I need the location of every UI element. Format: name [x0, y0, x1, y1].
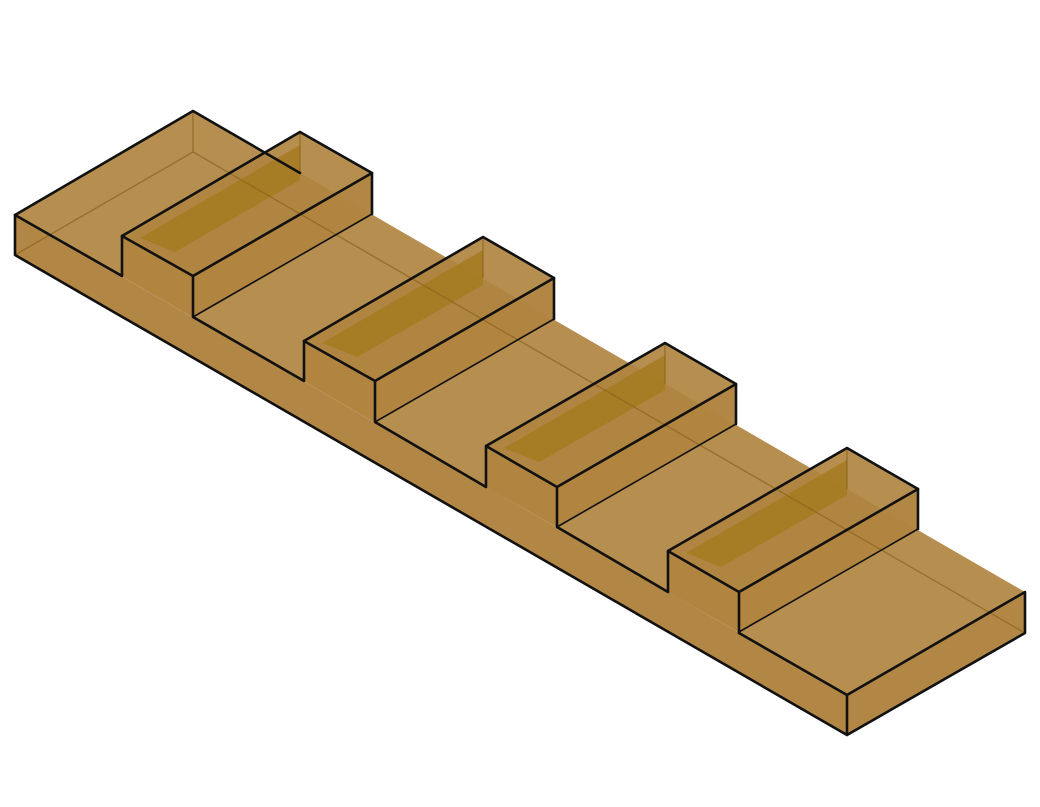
base-front-face: [15, 215, 847, 735]
ridge-groove-strip: [140, 145, 300, 252]
hidden-edges: [14, 111, 1026, 634]
visible-edges: [13, 109, 1027, 737]
base-end-face: [847, 592, 1025, 735]
ridge-2: [304, 237, 554, 422]
ridge-end-face: [304, 341, 375, 422]
ridge-groove-strip: [686, 460, 847, 567]
ridge-3: [486, 343, 736, 527]
ridge-groove-strip: [322, 250, 483, 357]
ridge-end-face: [668, 551, 739, 632]
base-top-face: [15, 111, 1025, 695]
ridge-front-face: [557, 384, 736, 527]
ridge-groove-strip: [504, 355, 665, 462]
ridge-end-face: [486, 446, 557, 527]
ridge-front-face: [739, 489, 918, 632]
ridge-1: [122, 132, 372, 317]
ridge-front-face: [375, 278, 554, 422]
ridge-end-face: [122, 236, 193, 317]
ridge-4: [668, 448, 918, 632]
ridge-front-face: [193, 173, 372, 317]
